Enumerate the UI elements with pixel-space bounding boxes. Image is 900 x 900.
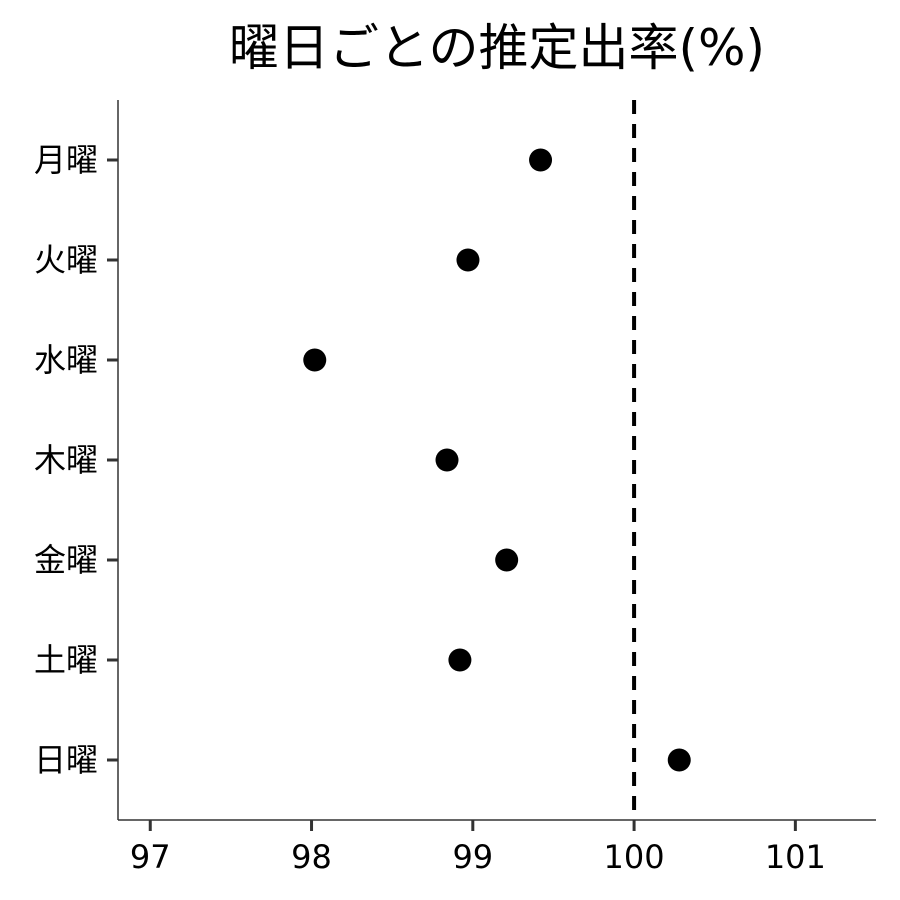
data-point — [435, 448, 459, 472]
y-tick-label: 土曜 — [34, 641, 98, 679]
x-tick-label: 99 — [452, 838, 493, 876]
y-tick-label: 水曜 — [34, 341, 98, 379]
y-tick-label: 月曜 — [34, 141, 98, 179]
y-tick-label: 火曜 — [34, 241, 98, 279]
data-point — [456, 248, 480, 272]
data-point — [667, 748, 691, 772]
y-tick-label: 金曜 — [34, 541, 98, 579]
x-tick-label: 101 — [765, 838, 826, 876]
data-point — [303, 348, 327, 372]
x-tick-label: 100 — [604, 838, 665, 876]
y-tick-label: 日曜 — [34, 741, 98, 779]
data-point — [495, 548, 519, 572]
y-tick-label: 木曜 — [34, 441, 98, 479]
data-point — [529, 148, 553, 172]
data-point — [448, 648, 472, 672]
x-tick-label: 98 — [291, 838, 332, 876]
points-group — [303, 148, 691, 772]
chart-title: 曜日ごとの推定出率(%) — [228, 19, 766, 77]
x-tick-label: 97 — [130, 838, 171, 876]
